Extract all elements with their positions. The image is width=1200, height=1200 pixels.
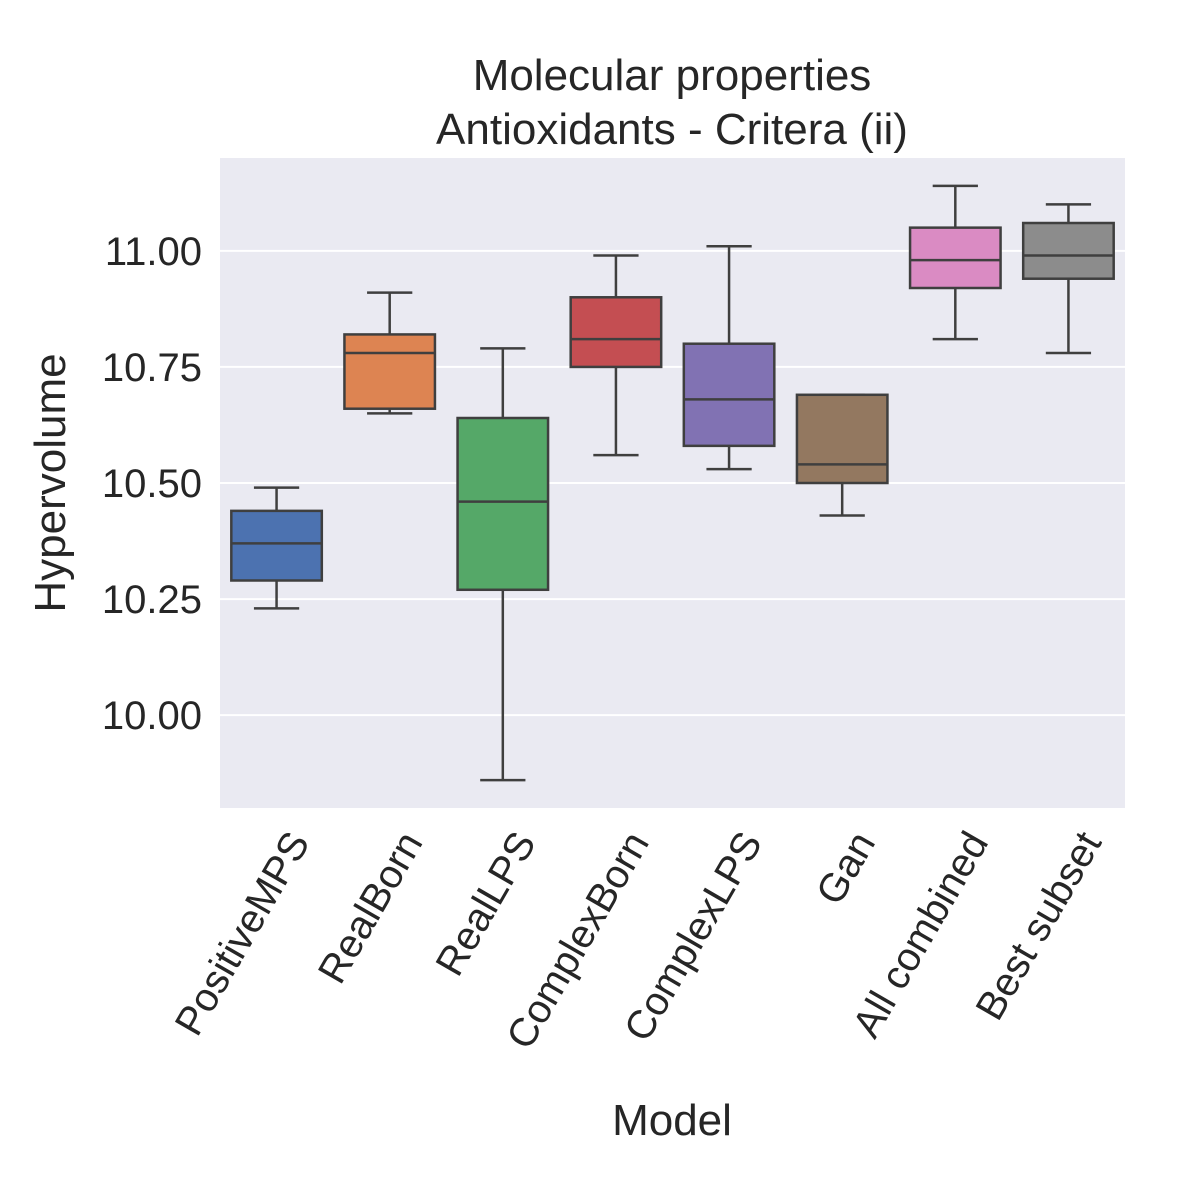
box-all-combined <box>908 184 1002 341</box>
iqr-box <box>795 393 889 485</box>
y-tick-label: 10.25 <box>102 578 202 622</box>
iqr-box <box>908 226 1002 290</box>
iqr-box <box>1021 221 1115 280</box>
box-best-subset <box>1021 203 1115 355</box>
x-tick-label: Gan <box>808 825 884 912</box>
x-axis-label: Model <box>612 1096 732 1145</box>
iqr-box <box>456 416 550 592</box>
x-tick-label: RealBorn <box>310 825 431 991</box>
x-tick-label: RealLPS <box>428 825 545 984</box>
box-positivemps <box>230 486 324 610</box>
iqr-box <box>569 296 663 369</box>
y-tick-label: 10.75 <box>102 346 202 390</box>
y-tick-label: 10.50 <box>102 462 202 506</box>
box-complexlps <box>682 244 776 471</box>
box-realborn <box>343 291 437 415</box>
y-axis-label: Hypervolume <box>26 353 75 612</box>
iqr-box <box>230 509 324 582</box>
iqr-box <box>343 333 437 410</box>
chart-title: Molecular properties <box>473 51 872 100</box>
box-reallps <box>456 347 550 782</box>
chart-subtitle: Antioxidants - Critera (ii) <box>436 105 908 154</box>
x-tick-labels: PositiveMPSRealBornRealLPSComplexBornCom… <box>167 825 1110 1057</box>
boxes <box>230 184 1115 782</box>
y-tick-label: 10.00 <box>102 694 202 738</box>
box-complexborn <box>569 254 663 457</box>
box-gan <box>795 393 889 517</box>
y-tick-labels: 10.00 10.25 10.50 10.75 11.00 <box>102 230 202 738</box>
x-tick-label: PositiveMPS <box>167 825 318 1043</box>
y-tick-label: 11.00 <box>105 230 202 274</box>
iqr-box <box>682 342 776 448</box>
